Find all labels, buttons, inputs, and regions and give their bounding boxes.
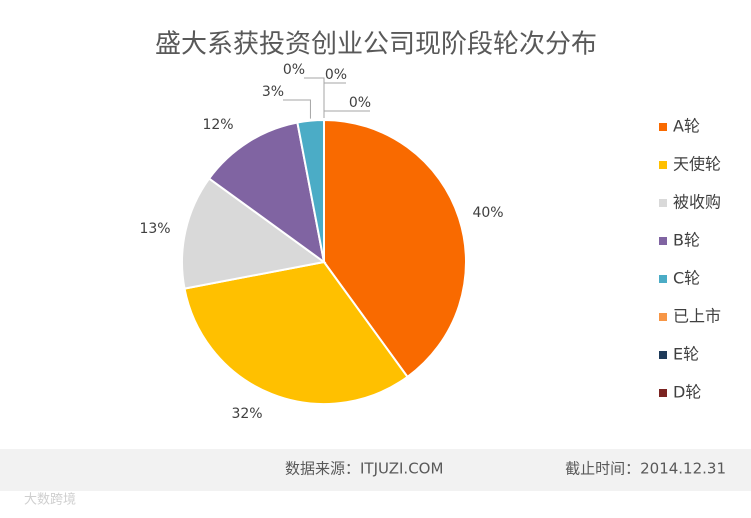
watermark: 大数跨境 xyxy=(24,493,76,508)
legend-swatch xyxy=(659,275,667,283)
date: 截止时间：2014.12.31 xyxy=(565,460,726,478)
legend-swatch xyxy=(659,199,667,207)
legend-label: E轮 xyxy=(673,345,699,364)
leader-line xyxy=(323,82,346,118)
data-label: 0% xyxy=(283,62,305,78)
pie-slice xyxy=(181,177,327,290)
pie-slice xyxy=(183,260,409,405)
data-label: 0% xyxy=(349,95,371,111)
pie-slice xyxy=(207,121,326,265)
legend-label: 被收购 xyxy=(673,193,721,212)
footer-band xyxy=(0,449,751,491)
data-label: 40% xyxy=(472,205,503,221)
legend-swatch xyxy=(659,313,667,321)
legend-label: C轮 xyxy=(673,269,700,288)
legend-label: B轮 xyxy=(673,231,700,250)
pie-slice xyxy=(323,118,467,379)
data-label: 3% xyxy=(262,84,284,100)
legend-swatch xyxy=(659,123,667,131)
legend-label: A轮 xyxy=(673,117,700,136)
leader-line xyxy=(323,110,370,118)
data-label: 12% xyxy=(202,117,233,133)
data-label: 13% xyxy=(139,221,170,237)
legend-swatch xyxy=(659,389,667,397)
legend-swatch xyxy=(659,161,667,169)
source: 数据来源：ITJUZI.COM xyxy=(285,460,443,478)
legend-label: 天使轮 xyxy=(673,155,721,174)
data-label: 0% xyxy=(325,67,347,83)
data-label: 32% xyxy=(231,406,262,422)
legend-swatch xyxy=(659,237,667,245)
legend-label: D轮 xyxy=(673,383,701,402)
legend-swatch xyxy=(659,351,667,359)
chart-title: 盛大系获投资创业公司现阶段轮次分布 xyxy=(155,30,597,60)
legend-label: 已上市 xyxy=(673,307,721,326)
leader-line xyxy=(283,99,311,119)
